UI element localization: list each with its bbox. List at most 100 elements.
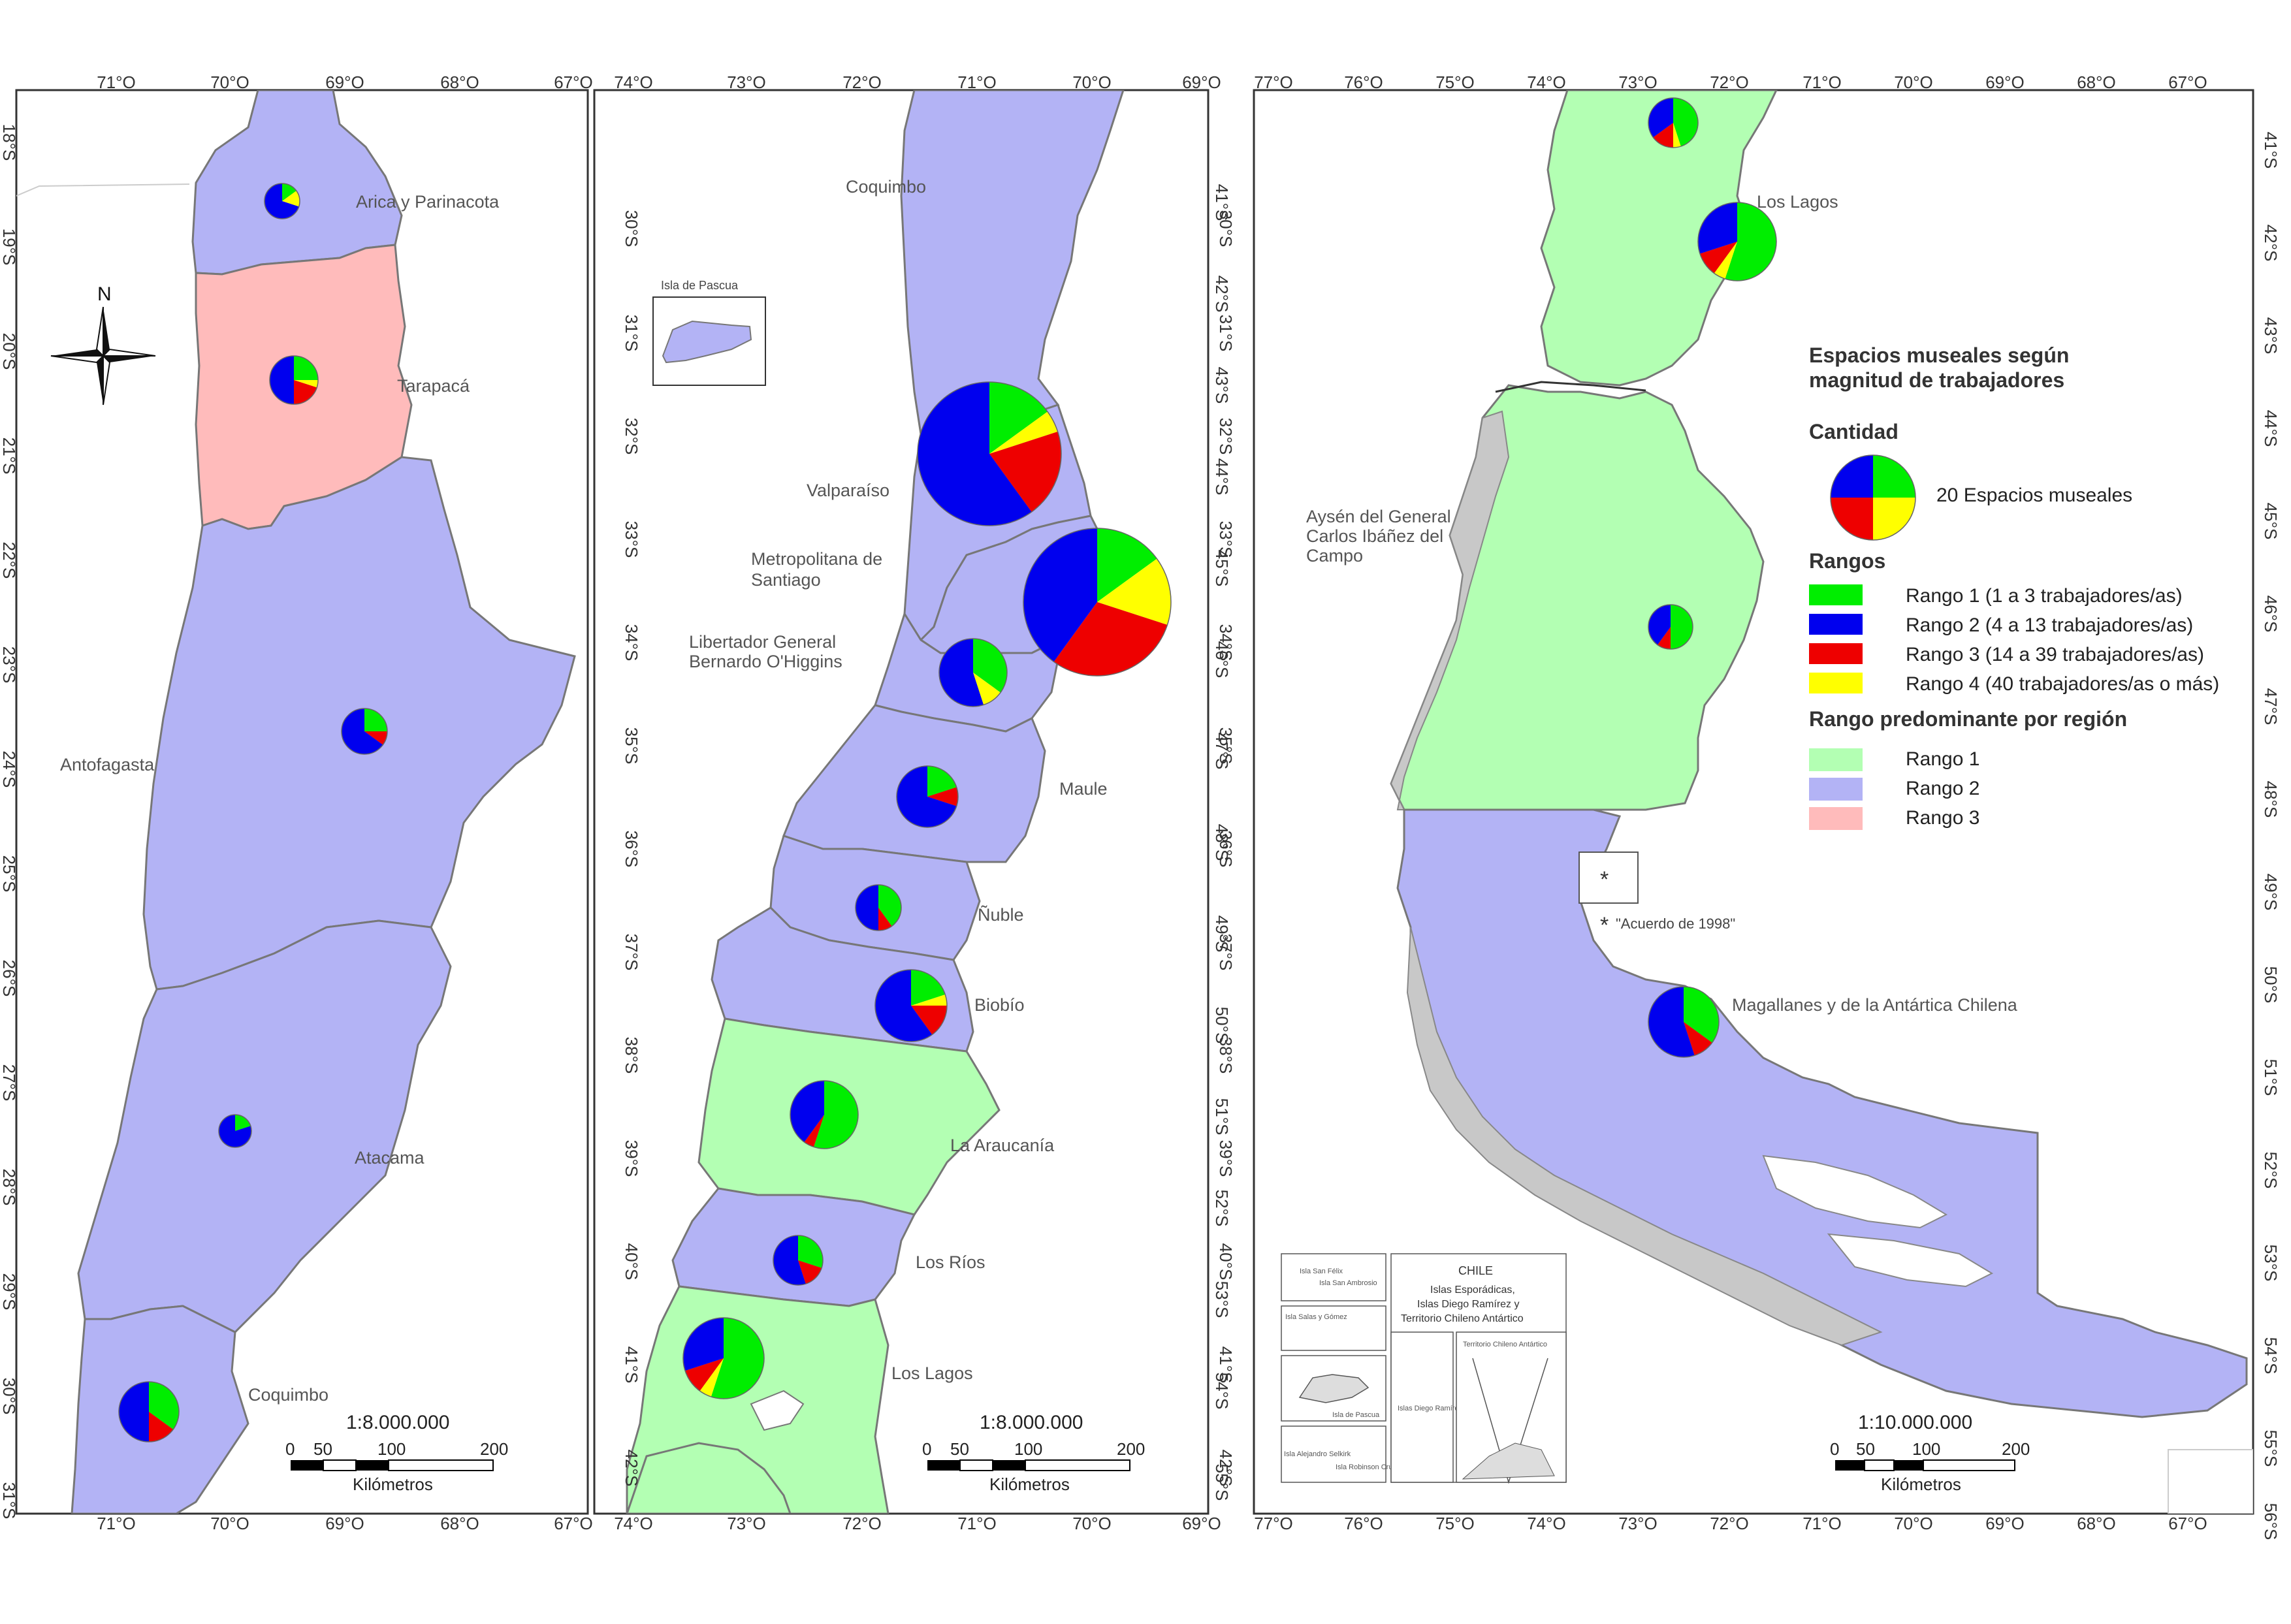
p2-lat-8: 38°S xyxy=(622,1037,641,1074)
p1-lat-10: 28°S xyxy=(0,1169,19,1206)
label-loslagos-c: Los Lagos xyxy=(891,1363,973,1383)
p2-lat-r-9: 39°S xyxy=(1216,1140,1236,1177)
label-nuble: Ñuble xyxy=(978,904,1024,925)
p3-bottom-lon-9: 68°O xyxy=(2077,1514,2116,1533)
p1-lat-0: 18°S xyxy=(0,124,19,161)
p2-lat-r-1: 31°S xyxy=(1216,315,1236,352)
label-coquimbo-n: Coquimbo xyxy=(248,1385,328,1405)
p3-lat-l-5: 46°S xyxy=(1212,641,1232,678)
pie-los-lagos-s-slice-3 xyxy=(1699,242,1737,274)
p2-bottom-lon-4: 70°O xyxy=(1072,1514,1112,1533)
p2-top-lon-4: 70°O xyxy=(1072,72,1112,92)
p2-lat-r-12: 42°S xyxy=(1216,1450,1236,1487)
pie-libertador-general-bernardo-o-higgins-slice-1 xyxy=(973,639,1008,693)
pie-maule-slice-1 xyxy=(927,766,957,797)
acuerdo-1998-label: "Acuerdo de 1998" xyxy=(1616,915,1735,932)
p1-lat-6: 24°S xyxy=(0,751,19,788)
panel-north: N Arica y Parinacota Tarapacá Antofagast… xyxy=(0,72,593,1533)
label-maule: Maule xyxy=(1059,779,1108,799)
p3-bottom-lon-4: 73°O xyxy=(1618,1514,1658,1533)
label-metropolitana-2: Santiago xyxy=(751,570,821,590)
pie-los-lagos-s-slice-4 xyxy=(1714,242,1737,279)
p2-lat-r-7: 37°S xyxy=(1216,934,1236,971)
p3-lat-l-7: 48°S xyxy=(1212,824,1232,861)
pie-biob-o-slice-3 xyxy=(911,1006,947,1035)
p2-lat-r-3: 33°S xyxy=(1216,521,1236,558)
scale-unit-north: Kilómetros xyxy=(353,1474,433,1494)
p3-lat-l-0: 41°S xyxy=(1212,184,1232,221)
p3-lat-12: 53°S xyxy=(2261,1245,2281,1282)
pie-tarapac--slice-4 xyxy=(294,380,318,388)
p3-lat-l-10: 51°S xyxy=(1212,1098,1232,1136)
p3-lat-6: 47°S xyxy=(2261,688,2281,725)
pie-la-araucan-a-slice-1 xyxy=(813,1081,858,1149)
inset-diego: Islas Diego Ramírez xyxy=(1398,1405,1462,1412)
p3-bottom-lon-7: 70°O xyxy=(1894,1514,1933,1533)
pie--uble-slice-2 xyxy=(856,885,878,931)
p3-lat-l-12: 53°S xyxy=(1212,1281,1232,1318)
p1-lat-13: 31°S xyxy=(0,1482,19,1520)
magallanes-archipelago xyxy=(1406,927,1883,1346)
p2-top-lon-0: 74°O xyxy=(614,72,653,92)
p2-lat-7: 37°S xyxy=(622,934,641,971)
pie-metropolitana-de-santiago-slice-3 xyxy=(1053,602,1168,676)
pie-la-araucan-a-slice-3 xyxy=(804,1115,824,1147)
p2-top-lon-1: 73°O xyxy=(727,72,766,92)
scale-tick-2-north: 100 xyxy=(377,1439,406,1459)
legend-cantidad-title: Cantidad xyxy=(1809,420,1898,443)
pie-symbols xyxy=(118,97,1777,1442)
scale-tick-2-central: 100 xyxy=(1014,1439,1042,1459)
panel-central-top-coords: 74°O 73°O 72°O 71°O 70°O 69°O xyxy=(614,72,1221,92)
inset-salas: Isla Salas y Gómez xyxy=(1285,1313,1347,1321)
pie-los-r-os-slice-3 xyxy=(798,1260,822,1284)
p3-lat-15: 56°S xyxy=(2261,1503,2281,1540)
p3-lat-9: 50°S xyxy=(2261,966,2281,1004)
magallanes-water xyxy=(1827,1233,1994,1288)
pie--uble-slice-3 xyxy=(878,908,892,931)
legend-rango4-label: Rango 4 (40 trabajadores/as o más) xyxy=(1906,673,2219,695)
legend-rango1-swatch xyxy=(1809,584,1863,605)
p1-top-lon-2: 69°O xyxy=(325,72,364,92)
p2-lat-r-8: 38°S xyxy=(1216,1037,1236,1074)
legend-rango2-swatch xyxy=(1809,614,1863,635)
panel-south-bottom-coords: 77°O 76°O 75°O 74°O 73°O 72°O 71°O 70°O 69°O 68°O… xyxy=(1254,1514,2207,1533)
p3-bottom-lon-0: 77°O xyxy=(1254,1514,1293,1533)
p3-lat-l-11: 52°S xyxy=(1212,1190,1232,1227)
legend-title-line2: magnitud de trabajadores xyxy=(1809,368,2064,392)
scale-bar-north: 1:8.000.000 0 50 100 200 Kilómetros xyxy=(285,1412,508,1494)
p3-top-lon-4: 73°O xyxy=(1618,72,1658,92)
p2-lat-r-4: 34°S xyxy=(1216,624,1236,661)
p1-bottom-lon-2: 69°O xyxy=(325,1514,364,1533)
p2-lat-r-2: 32°S xyxy=(1216,418,1236,455)
inset-chile-line-2: Islas Diego Ramírez y xyxy=(1417,1299,1520,1310)
legend-pred-rango2-label: Rango 2 xyxy=(1906,778,1979,799)
pie-biob-o-slice-2 xyxy=(875,970,933,1042)
pie-arica-y-parinacota-slice-1 xyxy=(282,183,296,201)
region-atacama-shape xyxy=(77,919,452,1333)
label-valparaiso: Valparaíso xyxy=(807,481,889,500)
pie-valpara-so-slice-3 xyxy=(989,432,1061,512)
p1-lat-3: 21°S xyxy=(0,438,19,475)
scale-ratio-central: 1:8.000.000 xyxy=(980,1412,1083,1433)
p2-lat-1: 31°S xyxy=(622,315,641,352)
legend-rango3-swatch xyxy=(1809,643,1863,664)
inset-pascua-s: Isla de Pascua xyxy=(1332,1411,1380,1419)
pie-atacama-slice-1 xyxy=(235,1115,251,1131)
label-ohiggins-1: Libertador General xyxy=(689,632,836,652)
p3-bottom-lon-5: 72°O xyxy=(1710,1514,1749,1533)
pie-los-lagos xyxy=(682,1317,765,1399)
inset-antartico: Territorio Chileno Antártico xyxy=(1463,1341,1547,1348)
legend-rango2-label: Rango 2 (4 a 13 trabajadores/as) xyxy=(1906,614,2193,636)
scale-tick-0-south: 0 xyxy=(1830,1439,1839,1459)
p2-lat-5: 35°S xyxy=(622,727,641,765)
label-atacama: Atacama xyxy=(355,1148,425,1168)
pie-los-lagos-slice-2 xyxy=(683,1318,724,1371)
p3-top-lon-1: 76°O xyxy=(1344,72,1383,92)
p3-lat-8: 49°S xyxy=(2261,874,2281,911)
legend-sample-pie-slice-4 xyxy=(1873,498,1915,540)
pie-biob-o-slice-1 xyxy=(911,970,946,1006)
label-tarapaca: Tarapacá xyxy=(397,376,470,396)
inset-alejandro: Isla Alejandro Selkirk xyxy=(1284,1450,1351,1458)
pie-antofagasta xyxy=(341,708,388,755)
